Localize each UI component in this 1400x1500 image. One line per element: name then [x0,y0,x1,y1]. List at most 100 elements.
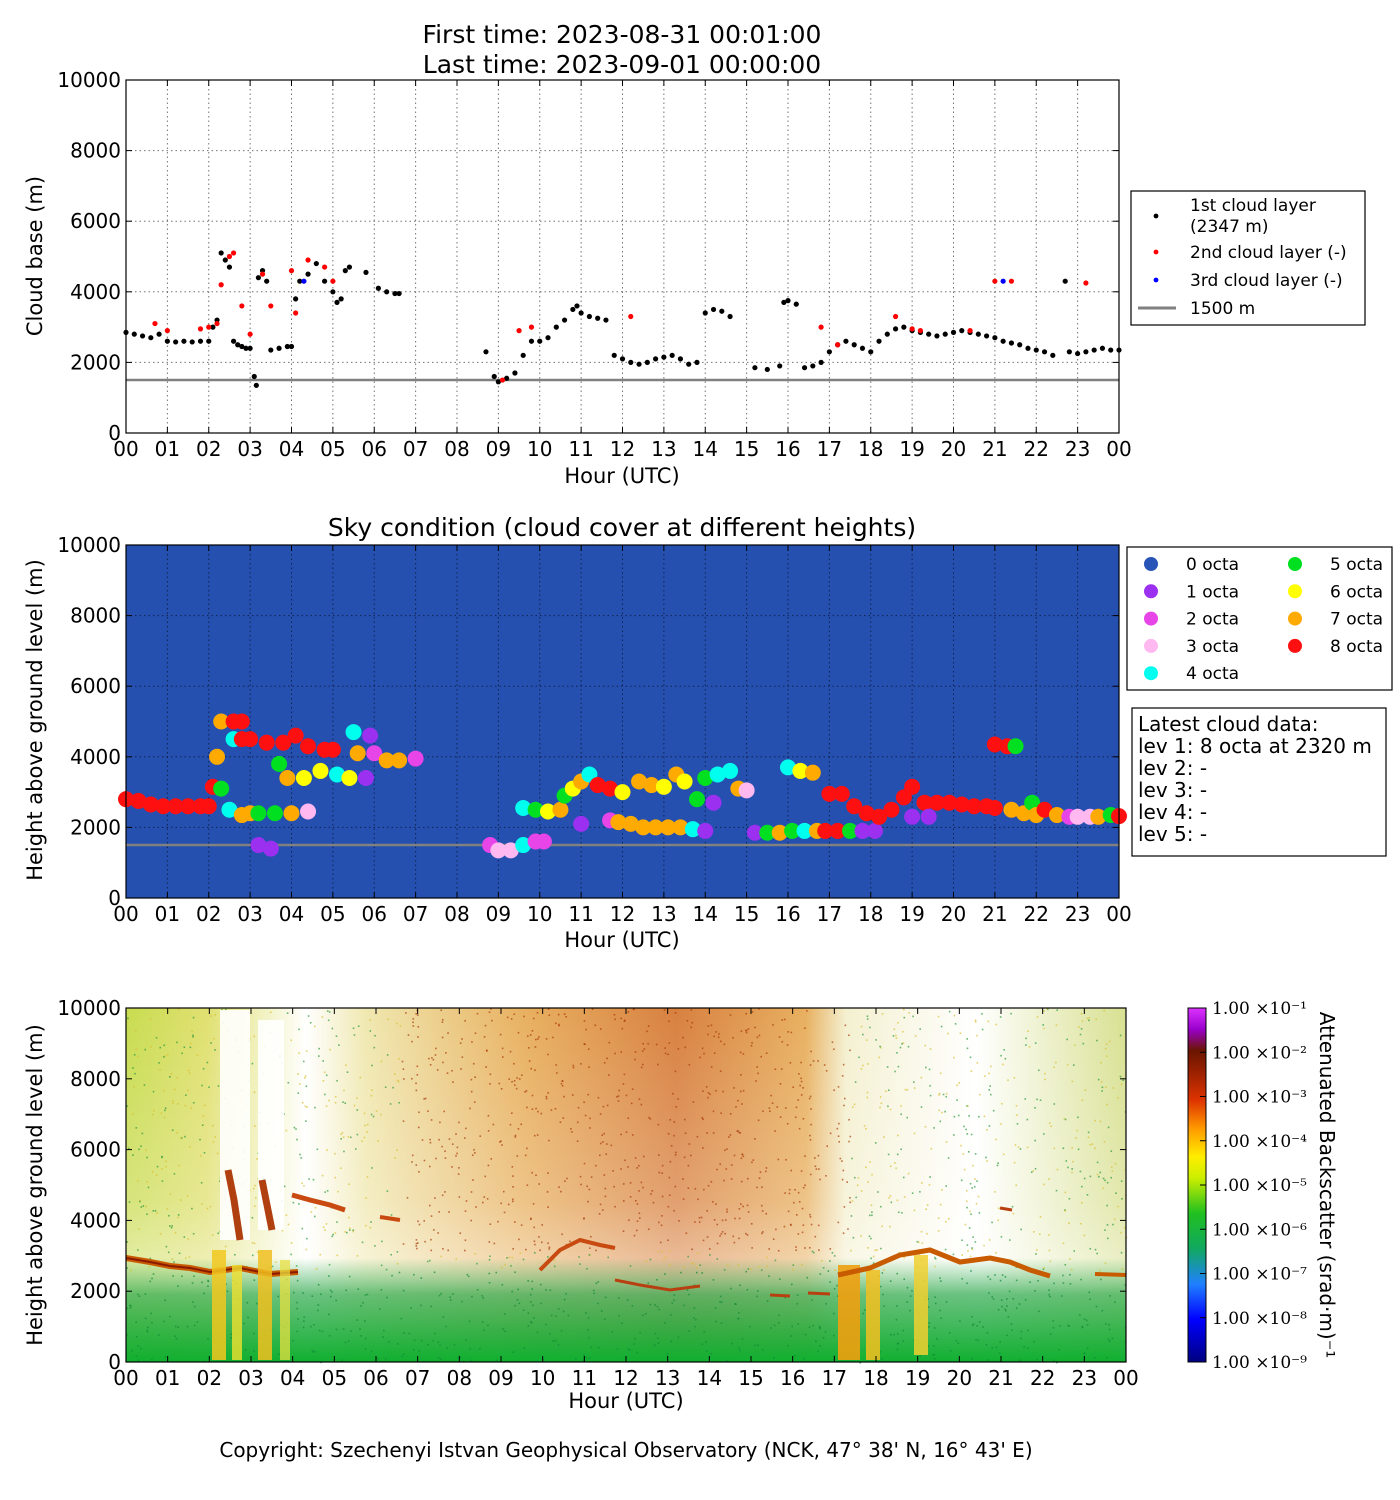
noise-speck [571,1131,573,1133]
noise-speck [659,1241,662,1244]
noise-speck [829,1132,832,1135]
noise-speck [200,1182,203,1184]
noise-speck [969,1255,972,1258]
noise-speck [1105,1043,1108,1045]
noise-speck [1064,1209,1066,1211]
noise-speck [576,1121,579,1124]
noise-speck [717,1036,720,1039]
sky-condition-point [635,819,652,836]
noise-speck [939,1072,942,1075]
noise-speck [137,1293,139,1296]
noise-speck [696,1266,698,1269]
noise-speck [921,1242,924,1245]
cloud-base-point-layer1 [574,303,580,309]
noise-speck [672,1092,674,1095]
sky-condition-point [602,780,619,797]
noise-speck [740,1180,743,1183]
noise-speck [791,1325,794,1328]
x-tick-label: 16 [780,1366,805,1390]
noise-speck [674,1185,677,1188]
noise-speck [1100,1278,1102,1281]
legend-layer1-value: (2347 m) [1190,217,1269,237]
noise-speck [1081,1325,1084,1328]
noise-speck [452,1081,454,1083]
noise-speck [641,1063,644,1066]
noise-speck [636,1203,639,1205]
noise-speck [800,1061,802,1064]
noise-speck [971,1315,973,1318]
noise-speck [415,1164,418,1166]
cloud-base-point-layer1 [322,278,328,284]
x-tick-label: 04 [279,902,304,926]
noise-speck [817,1060,819,1062]
cloud-base-point-layer1 [677,356,684,362]
noise-speck [735,1303,737,1306]
noise-speck [516,1299,519,1301]
noise-speck [669,1264,671,1266]
noise-speck [203,1292,205,1295]
noise-speck [833,1334,835,1337]
noise-speck [193,1324,196,1327]
noise-speck [298,1028,300,1031]
noise-speck [588,1357,591,1360]
noise-speck [359,1076,362,1079]
noise-speck [154,1209,157,1212]
cloud-base-point-layer1 [375,285,381,291]
y-tick-label: 10000 [57,996,121,1020]
noise-speck [202,1115,204,1118]
noise-speck [214,1049,216,1051]
noise-speck [495,1271,498,1274]
sky-condition-point [279,769,296,786]
cloud-base-point-layer1 [1091,347,1097,353]
noise-speck [749,1268,752,1271]
noise-speck [696,1135,699,1138]
cloud-base-point-layer2 [967,328,973,334]
sky-condition-title: Sky condition (cloud cover at different … [328,513,916,542]
y-tick-label: 0 [108,421,121,445]
sky-condition-point [345,724,362,741]
noise-speck [512,1247,514,1250]
noise-speck [274,1261,277,1263]
noise-speck [740,1203,742,1205]
noise-speck [451,1166,453,1168]
noise-speck [1120,1083,1123,1086]
cloud-base-point-layer2 [293,310,299,316]
sky-condition-point [610,814,627,831]
noise-speck [455,1258,458,1260]
noise-speck [493,1242,496,1245]
noise-speck [512,1175,514,1177]
noise-speck [357,1025,360,1028]
noise-speck [787,1344,790,1347]
noise-speck [1007,1079,1009,1082]
cloud-base-point-layer2 [322,264,328,270]
noise-speck [1062,1147,1065,1150]
noise-speck [1084,1089,1087,1091]
noise-speck [687,1187,690,1189]
noise-speck [449,1296,452,1299]
noise-speck [686,1019,689,1022]
noise-speck [673,1299,675,1301]
noise-speck [942,1093,945,1096]
noise-speck [906,1116,909,1119]
noise-speck [1048,1289,1050,1292]
noise-speck [865,1127,867,1130]
noise-speck [562,1117,565,1119]
noise-speck [341,1359,343,1362]
noise-speck [303,1316,305,1319]
noise-speck [933,1127,935,1129]
noise-speck [177,1214,180,1216]
noise-speck [1108,1328,1111,1331]
noise-speck [441,1036,444,1039]
noise-speck [328,1099,330,1102]
noise-speck [152,1090,155,1093]
noise-speck [761,1210,764,1212]
noise-speck [706,1236,709,1238]
noise-speck [359,1328,361,1330]
noise-speck [747,1211,750,1213]
noise-speck [177,1285,179,1287]
noise-speck [893,1028,896,1031]
noise-speck [187,1069,190,1072]
noise-speck [889,1225,891,1228]
noise-speck [130,1269,132,1272]
noise-speck [537,1110,539,1113]
